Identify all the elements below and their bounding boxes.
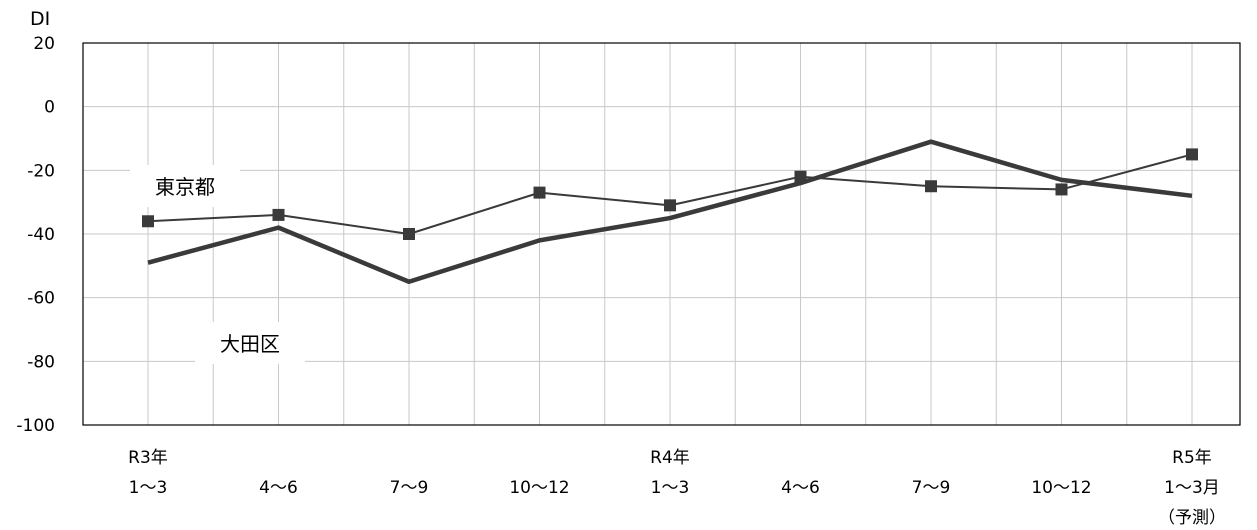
series-label-bg <box>195 322 305 364</box>
data-point-marker <box>142 215 154 228</box>
x-category-label: （予測） <box>1158 508 1226 528</box>
grid <box>83 43 1240 425</box>
y-tick-label: -20 <box>27 161 55 181</box>
y-tick-label: 0 <box>44 98 55 118</box>
series <box>142 139 1198 284</box>
data-point-marker <box>272 208 285 221</box>
data-point-marker <box>664 199 676 212</box>
data-point-marker <box>403 228 415 240</box>
y-tick-label: 20 <box>33 34 55 54</box>
x-category-label: 1〜3 <box>651 478 690 498</box>
x-category-label: R3年 <box>128 448 168 468</box>
series-label-bg <box>130 165 240 207</box>
data-point-marker <box>925 180 937 193</box>
y-tick-label: -60 <box>27 289 55 309</box>
x-category-label: 4〜6 <box>781 478 820 498</box>
y-axis-label: DI <box>30 8 50 30</box>
data-point-marker <box>1055 183 1068 196</box>
y-tick-label: -40 <box>27 225 55 245</box>
x-category-label: 7〜9 <box>912 478 951 498</box>
data-point-marker <box>1186 148 1198 161</box>
data-point-marker <box>533 186 546 199</box>
x-category-label: 10〜12 <box>509 478 569 498</box>
x-category-label: 1〜3 <box>129 478 168 498</box>
x-category-label: 4〜6 <box>259 478 298 498</box>
series-label: 大田区 <box>220 332 280 356</box>
y-tick-label: -80 <box>27 352 55 372</box>
x-category-label: R4年 <box>650 448 690 468</box>
series-line <box>147 139 1193 284</box>
x-category-label: 7〜9 <box>390 478 429 498</box>
y-axis-ticks: 20 0 -20 -40 -60 -80 -100 <box>16 34 55 436</box>
series-label: 東京都 <box>155 175 215 199</box>
plot-area-border <box>82 42 1241 426</box>
x-category-label: R5年 <box>1172 448 1212 468</box>
x-axis-categories: R3年 1〜3 4〜6 7〜9 10〜12 R4年 1〜3 4〜6 7〜9 10〜12 R5年 1〜3… <box>128 448 1226 528</box>
data-point-marker <box>794 170 807 183</box>
x-category-label: 1〜3月 <box>1164 478 1220 498</box>
y-tick-label: -100 <box>16 416 55 436</box>
x-category-label: 10〜12 <box>1031 478 1091 498</box>
